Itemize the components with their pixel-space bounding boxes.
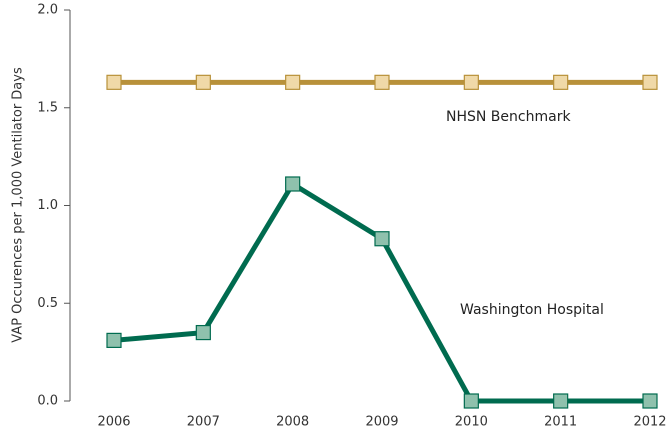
marker (374, 74, 390, 90)
x-tick-label: 2010 (455, 415, 488, 430)
marker (463, 74, 479, 90)
marker (463, 393, 479, 409)
y-tick-label: 0.0 (37, 394, 58, 409)
series-label: Washington Hospital (460, 302, 604, 318)
x-tick-label: 2011 (544, 415, 577, 430)
x-tick-label: 2007 (187, 415, 220, 430)
y-tick-label: 0.5 (37, 296, 58, 311)
y-tick-label: 2.0 (37, 3, 58, 18)
marker (106, 74, 122, 90)
marker (195, 324, 211, 341)
x-tick-label: 2008 (276, 415, 309, 430)
marker (285, 176, 301, 192)
y-tick-label: 1.0 (37, 198, 58, 213)
marker (195, 74, 211, 90)
marker (553, 74, 569, 90)
x-tick-label: 2012 (633, 415, 666, 430)
marker (553, 393, 569, 409)
series-label: NHSN Benchmark (446, 109, 571, 125)
marker (642, 393, 658, 409)
x-tick-label: 2009 (365, 415, 398, 430)
marker (285, 74, 301, 90)
y-axis-label: VAP Occurences per 1,000 Ventilator Days (11, 67, 26, 343)
marker (106, 332, 122, 348)
series-line (113, 181, 650, 404)
y-tick-label: 1.5 (37, 100, 58, 115)
marker (642, 74, 658, 90)
marker (374, 231, 390, 247)
x-tick-label: 2006 (97, 415, 130, 430)
